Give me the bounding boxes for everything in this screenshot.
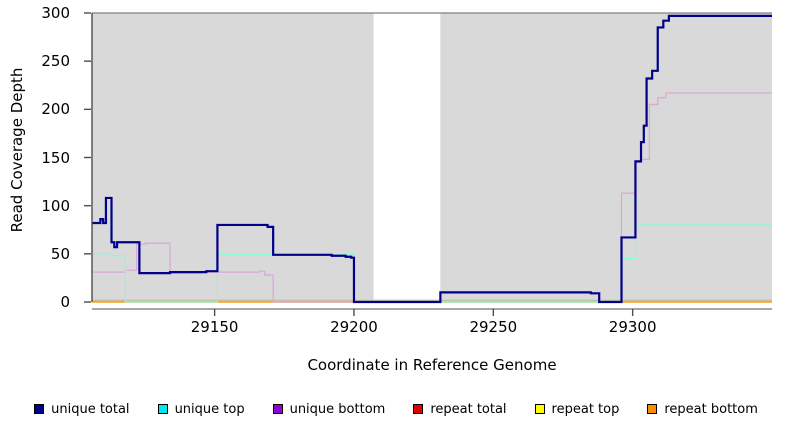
y-axis-title: Read Coverage Depth: [8, 67, 26, 233]
series-line-unique-bottom: [92, 92, 772, 303]
y-tick-label: 150: [41, 148, 70, 167]
legend-item: repeat total: [413, 401, 507, 417]
x-tick-label: 29150: [190, 318, 239, 336]
legend-swatch-icon: [534, 404, 545, 414]
legend-label: repeat top: [551, 401, 620, 417]
x-tick-label: 29200: [330, 318, 378, 336]
legend-label: unique total: [51, 401, 130, 417]
y-tick-label: 250: [41, 52, 70, 71]
legend-label: unique top: [174, 401, 245, 417]
y-tick-label: 50: [50, 244, 70, 263]
legend-swatch-icon: [413, 404, 424, 414]
y-tick-label: 200: [41, 100, 70, 119]
chart-legend: unique total unique top unique bottom repea…: [0, 398, 792, 420]
legend-swatch-icon: [157, 404, 168, 414]
legend-item: repeat bottom: [647, 402, 758, 417]
shaded-region: [92, 13, 374, 302]
legend-swatch-icon: [647, 404, 658, 414]
x-axis-title: Coordinate in Reference Genome: [307, 356, 557, 374]
legend-label: repeat total: [430, 401, 507, 417]
x-tick-label: 29300: [608, 318, 657, 336]
legend-item: unique bottom: [272, 401, 386, 417]
legend-item: unique top: [157, 401, 245, 417]
legend-label: unique bottom: [289, 401, 386, 417]
y-tick-label: 300: [41, 4, 70, 22]
legend-swatch-icon: [34, 404, 45, 414]
y-tick-label: 100: [41, 196, 70, 215]
series-line-unique-total: [92, 14, 772, 304]
y-tick-label: 0: [60, 293, 70, 311]
legend-swatch-icon: [272, 404, 283, 414]
legend-label: repeat bottom: [664, 401, 758, 417]
shaded-region: [440, 13, 772, 302]
legend-item: unique total: [34, 401, 130, 417]
legend-item: repeat top: [534, 401, 620, 417]
x-tick-label: 29250: [469, 318, 518, 336]
